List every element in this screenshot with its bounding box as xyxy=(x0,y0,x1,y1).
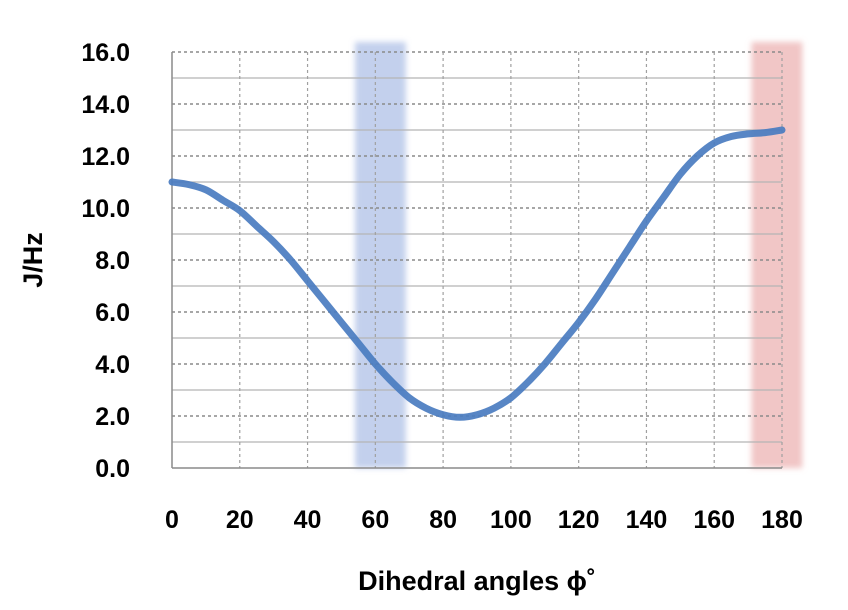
y-tick-label: 6.0 xyxy=(95,299,130,327)
x-tick-label: 100 xyxy=(490,506,532,534)
y-tick-label: 16.0 xyxy=(81,39,130,67)
y-axis-title: J/Hz xyxy=(18,232,48,288)
highlight-band-1 xyxy=(355,42,406,468)
x-tick-label: 0 xyxy=(165,506,179,534)
x-tick-label: 80 xyxy=(429,506,457,534)
x-tick-label: 40 xyxy=(294,506,322,534)
y-tick-label: 8.0 xyxy=(95,247,130,275)
x-tick-label: 120 xyxy=(558,506,600,534)
x-tick-label: 160 xyxy=(693,506,735,534)
y-tick-label: 14.0 xyxy=(81,91,130,119)
highlight-bands xyxy=(355,42,803,468)
y-tick-label: 2.0 xyxy=(95,403,130,431)
y-tick-label: 4.0 xyxy=(95,351,130,379)
x-tick-label: 60 xyxy=(361,506,389,534)
y-tick-label: 12.0 xyxy=(81,143,130,171)
y-tick-label: 0.0 xyxy=(95,455,130,483)
x-axis-title: Dihedral angles ϕ˚ xyxy=(358,566,596,596)
y-tick-label: 10.0 xyxy=(81,195,130,223)
axes xyxy=(171,52,782,469)
x-tick-label: 140 xyxy=(626,506,668,534)
x-tick-label: 180 xyxy=(761,506,803,534)
gridlines xyxy=(172,51,783,468)
x-tick-label: 20 xyxy=(226,506,254,534)
x-tick-labels: 0 20 40 60 80 100 120 140 160 180 xyxy=(165,506,803,534)
series-line-1 xyxy=(168,126,786,421)
highlight-band-2 xyxy=(751,42,803,468)
data-series xyxy=(168,126,786,421)
y-tick-labels: 0.0 2.0 4.0 6.0 8.0 10.0 12.0 14.0 16.0 xyxy=(81,39,130,483)
